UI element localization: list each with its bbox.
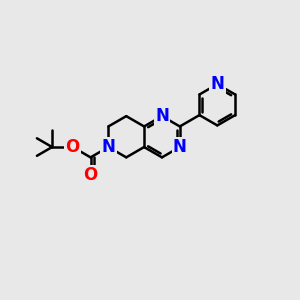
Text: N: N: [210, 75, 224, 93]
Text: O: O: [83, 166, 98, 184]
Text: N: N: [173, 138, 187, 156]
Text: N: N: [155, 107, 169, 125]
Text: O: O: [66, 138, 80, 156]
Text: N: N: [101, 138, 115, 156]
